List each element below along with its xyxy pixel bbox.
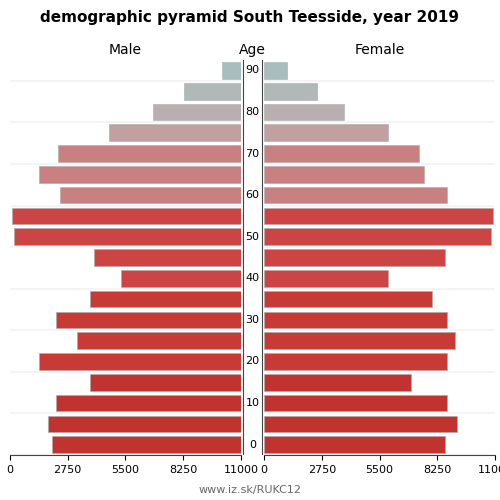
Bar <box>264 416 457 432</box>
Bar <box>40 353 241 370</box>
Bar <box>264 166 424 182</box>
Bar <box>264 249 444 266</box>
Bar <box>184 83 241 100</box>
Bar <box>40 166 241 182</box>
Title: Age: Age <box>239 44 266 58</box>
Bar <box>77 332 241 349</box>
Bar <box>56 394 241 411</box>
Bar <box>264 353 446 370</box>
Text: 0: 0 <box>249 440 256 450</box>
Text: 80: 80 <box>246 107 260 117</box>
Bar <box>264 208 493 224</box>
Bar <box>264 124 388 141</box>
Bar <box>264 187 446 204</box>
Text: 30: 30 <box>246 315 260 325</box>
Title: Male: Male <box>109 44 142 58</box>
Text: 20: 20 <box>246 356 260 366</box>
Bar <box>14 228 241 245</box>
Bar <box>108 124 241 141</box>
Text: demographic pyramid South Teesside, year 2019: demographic pyramid South Teesside, year… <box>40 10 460 25</box>
Text: 70: 70 <box>246 148 260 158</box>
Bar <box>264 270 388 286</box>
Bar <box>264 436 444 453</box>
Bar <box>12 208 241 224</box>
Text: www.iz.sk/RUKC12: www.iz.sk/RUKC12 <box>198 485 302 495</box>
Bar <box>264 291 432 308</box>
Bar <box>264 104 344 120</box>
Bar <box>122 270 241 286</box>
Title: Female: Female <box>354 44 405 58</box>
Bar <box>90 291 241 308</box>
Bar <box>264 83 316 100</box>
Bar <box>94 249 241 266</box>
Bar <box>60 187 241 204</box>
Bar <box>264 394 446 411</box>
Bar <box>90 374 241 390</box>
Text: 60: 60 <box>246 190 260 200</box>
Text: 90: 90 <box>246 66 260 76</box>
Bar <box>48 416 241 432</box>
Bar <box>52 436 241 453</box>
Bar <box>58 145 241 162</box>
Bar <box>222 62 241 78</box>
Text: 10: 10 <box>246 398 260 408</box>
Text: 50: 50 <box>246 232 260 241</box>
Bar <box>264 374 411 390</box>
Bar <box>264 312 446 328</box>
Bar <box>153 104 241 120</box>
Bar <box>264 62 287 78</box>
Bar <box>264 145 420 162</box>
Text: 40: 40 <box>246 274 260 283</box>
Bar <box>264 228 491 245</box>
Bar <box>56 312 241 328</box>
Bar <box>264 332 455 349</box>
